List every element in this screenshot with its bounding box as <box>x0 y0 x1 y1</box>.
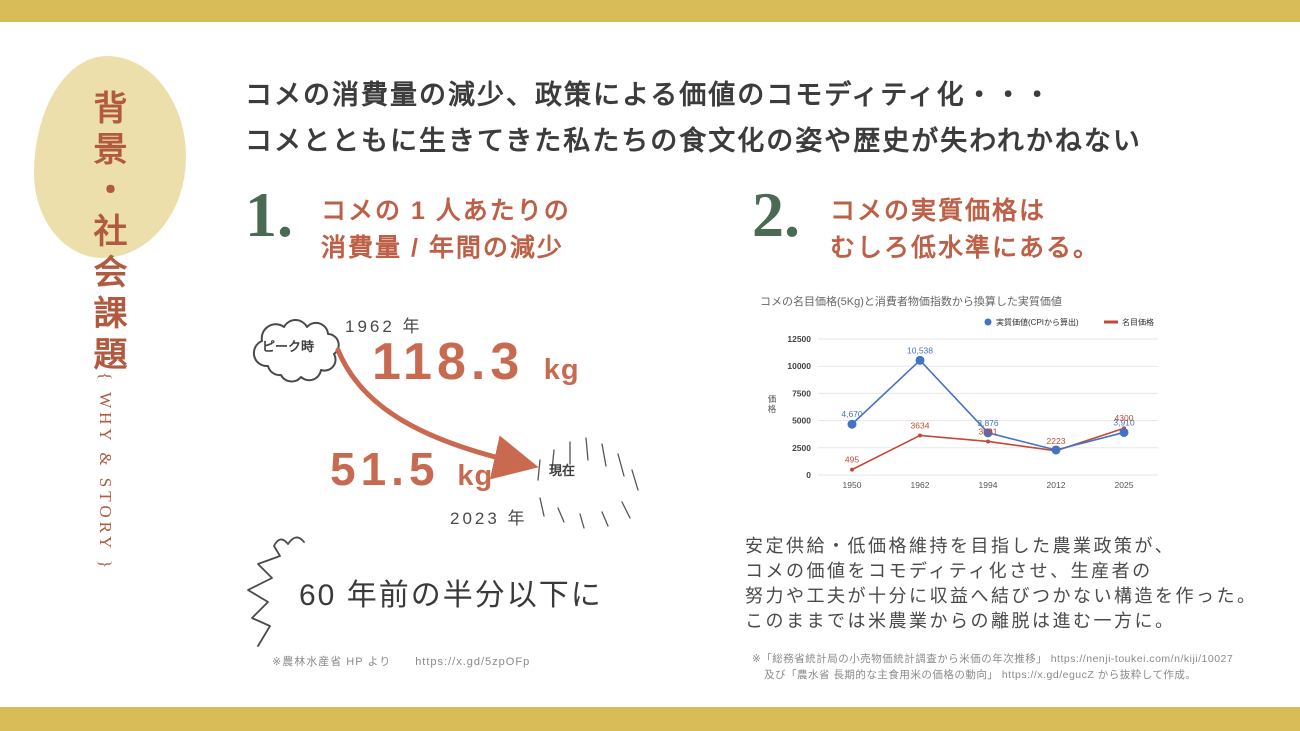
x-tick-label: 1994 <box>979 480 998 490</box>
series-real-value <box>847 355 1129 455</box>
x-tick-labels: 1950 1962 1994 2012 2025 <box>843 480 1134 490</box>
y-tick-label: 12500 <box>787 334 811 344</box>
legend-label-nominal: 名目価格 <box>1122 317 1154 327</box>
decline-arrow-icon <box>335 347 539 480</box>
section1-title-line2: 消費量 / 年間の減少 <box>321 234 564 262</box>
now-label: 現在 <box>549 463 576 478</box>
section2-source: ※「総務省統計局の小売物価統計調査から米価の年次推移」 https://nenj… <box>752 651 1233 683</box>
low-year: 2023 年 <box>450 509 528 528</box>
sidebar-title: 背景・社会課題 <box>88 90 125 377</box>
data-label: 3081 <box>979 426 998 436</box>
section2-title: コメの実質価格は むしろ低水準にある。 <box>830 193 1100 267</box>
price-line-chart-svg: コメの名目価格(5Kg)と消費者物価指数から換算した実質価値 0 2500 5000 7… <box>760 294 1158 490</box>
section1-source: ※農林水産省 HP より https://x.gd/5zpOFp <box>272 656 531 668</box>
x-tick-label: 2025 <box>1115 480 1134 490</box>
peak-bubble-label: ピーク時 <box>262 339 315 354</box>
y-axis-label-char: 価 <box>768 394 777 404</box>
body-line: 努力や工夫が十分に収益へ結びつかない構造を作った。 <box>745 586 1258 606</box>
chart-gridlines: 0 2500 5000 7500 10000 12500 <box>787 334 1158 480</box>
price-line-chart: コメの名目価格(5Kg)と消費者物価指数から換算した実質価値 0 2500 5000 7… <box>756 292 1180 494</box>
y-tick-label: 10000 <box>787 361 811 371</box>
y-tick-label: 5000 <box>792 416 811 426</box>
data-label: 3,876 <box>977 418 999 428</box>
body-line: 安定供給・低価格維持を目指した農業政策が、 <box>745 536 1176 556</box>
legend-marker-real <box>984 318 992 326</box>
y-tick-label: 0 <box>806 470 811 480</box>
data-label: 495 <box>845 455 859 465</box>
y-tick-label: 7500 <box>792 388 811 398</box>
data-label: 3,910 <box>1113 417 1135 427</box>
section2-body: 安定供給・低価格維持を目指した農業政策が、 コメの価値をコモディティ化させ、生産… <box>745 534 1258 634</box>
low-value-unit: kg <box>457 460 494 492</box>
series-labels: 495 3634 3081 2223 4300 <box>845 413 1134 464</box>
highlight-text: 60 年前の半分以下に <box>299 579 603 612</box>
y-axis-label: 価格 <box>768 394 777 414</box>
peak-value-unit: kg <box>543 354 580 386</box>
section1-title: コメの 1 人あたりの 消費量 / 年間の減少 <box>321 193 571 267</box>
section2-number: 2. <box>752 179 800 250</box>
header-line-2: コメとともに生きてきた私たちの食文化の姿や歴史が失われかねない <box>245 126 1142 156</box>
data-label: 3634 <box>911 420 930 430</box>
y-tick-label: 2500 <box>792 443 811 453</box>
section2-title-line1: コメの実質価格は <box>830 197 1047 225</box>
series-labels: 4,670 10,538 3,876 3,910 <box>841 345 1135 427</box>
bottom-band <box>0 707 1300 731</box>
legend-label-real: 実質価値(CPIから算出) <box>996 317 1079 327</box>
peak-cloud-icon <box>252 319 340 383</box>
y-axis-label-char: 格 <box>768 404 777 414</box>
now-sketch-icon <box>537 437 639 529</box>
sidebar-blob <box>34 56 186 258</box>
section2-source-line2: 及び「農水省 長期的な主食用米の価格の動向」 https://x.gd/eguc… <box>764 669 1197 681</box>
chart-title: コメの名目価格(5Kg)と消費者物価指数から換算した実質価値 <box>760 294 1062 308</box>
low-value-number: 51.5 <box>330 443 440 495</box>
section1-number: 1. <box>245 179 293 250</box>
data-label: 10,538 <box>907 345 933 355</box>
data-label: 4300 <box>1115 413 1134 423</box>
data-label: 4,670 <box>841 409 863 419</box>
header-line-1: コメの消費量の減少、政策による価値のコモディティ化・・・ <box>245 80 1053 110</box>
burst-icon <box>247 536 305 647</box>
peak-value: 118.3 kg <box>372 336 580 388</box>
top-band <box>0 0 1300 22</box>
section1-title-line1: コメの 1 人あたりの <box>321 197 571 225</box>
body-line: このままでは米農業からの離脱は進む一方に。 <box>745 611 1176 631</box>
peak-year: 1962 年 <box>345 317 423 336</box>
peak-value-number: 118.3 <box>372 333 525 391</box>
low-value: 51.5 kg <box>330 446 493 492</box>
section2-title-line2: むしろ低水準にある。 <box>830 234 1101 262</box>
data-label: 2223 <box>1047 436 1066 446</box>
body-line: コメの価値をコモディティ化させ、生産者の <box>745 561 1153 581</box>
section2-source-line1: ※「総務省統計局の小売物価統計調査から米価の年次推移」 https://nenj… <box>752 653 1234 665</box>
x-tick-label: 1950 <box>843 480 862 490</box>
sidebar-tagline: { WHY & STORY } <box>96 372 115 573</box>
x-tick-label: 2012 <box>1047 480 1066 490</box>
chart-legend: 実質価値(CPIから算出) 名目価格 <box>984 317 1154 327</box>
x-tick-label: 1962 <box>911 480 930 490</box>
